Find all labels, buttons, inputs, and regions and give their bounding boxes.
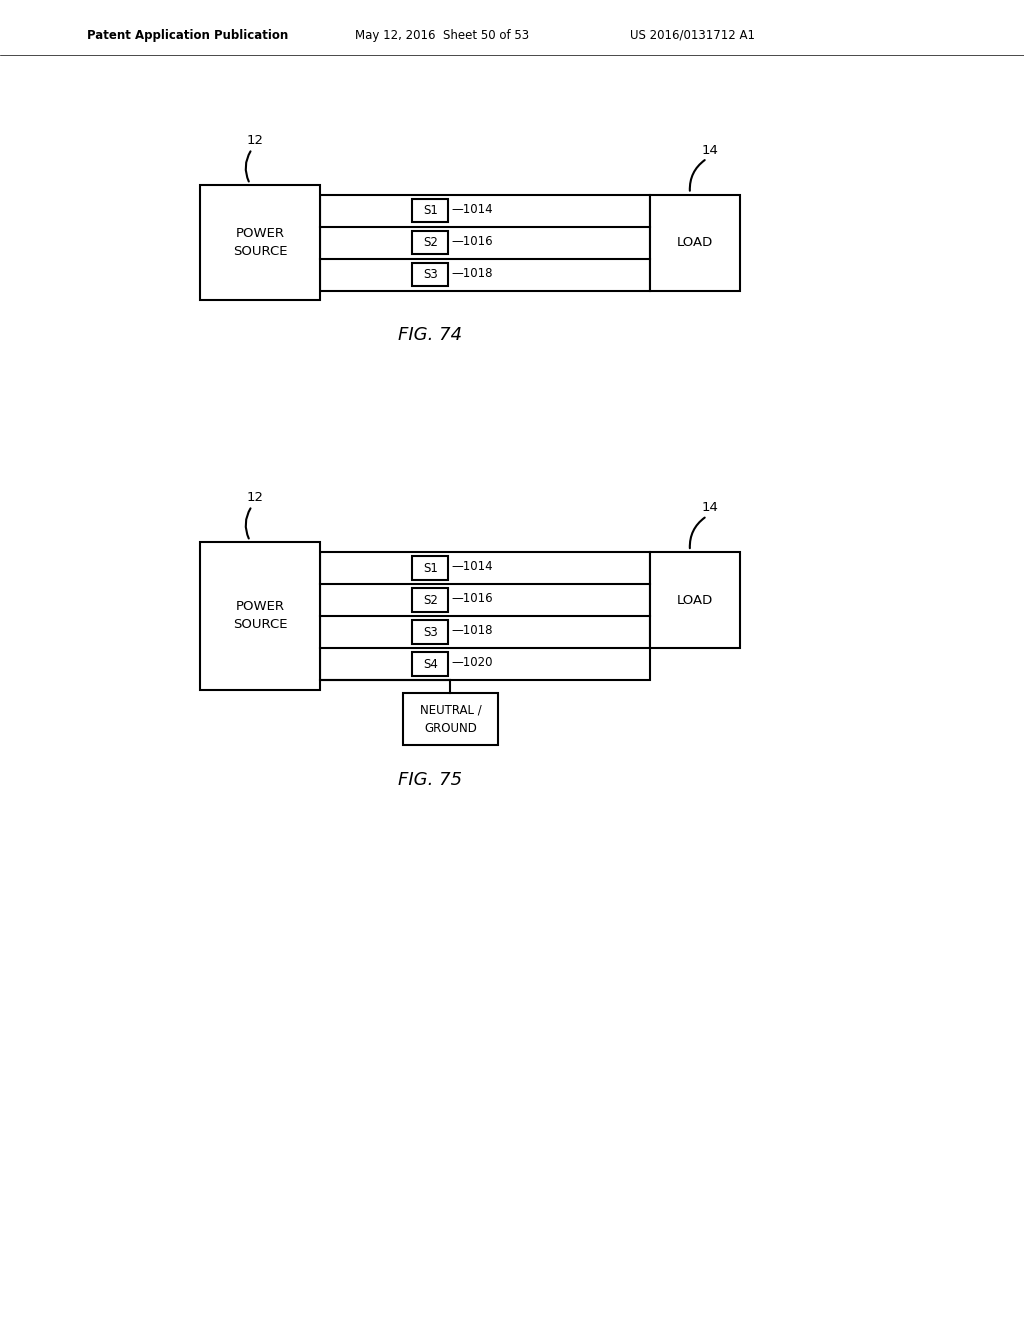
Bar [650, 194, 740, 290]
Text: US 2016/0131712 A1: US 2016/0131712 A1 [630, 29, 755, 41]
Bar [413, 589, 449, 611]
Text: —1014: —1014 [452, 203, 493, 216]
Text: May 12, 2016  Sheet 50 of 53: May 12, 2016 Sheet 50 of 53 [355, 29, 529, 41]
Text: S3: S3 [423, 626, 438, 639]
Bar [413, 652, 449, 676]
Bar [413, 557, 449, 579]
Text: POWER: POWER [236, 601, 285, 614]
Bar [413, 231, 449, 253]
Bar [413, 263, 449, 286]
Bar [413, 199, 449, 222]
Text: —1018: —1018 [452, 624, 493, 638]
Bar [402, 693, 498, 744]
Text: —1020: —1020 [452, 656, 493, 669]
Text: LOAD: LOAD [677, 236, 713, 249]
Text: S2: S2 [423, 236, 438, 249]
Text: GROUND: GROUND [424, 722, 477, 734]
Text: —1016: —1016 [452, 593, 493, 606]
Text: 12: 12 [247, 491, 263, 504]
Text: FIG. 75: FIG. 75 [398, 771, 462, 789]
Text: 12: 12 [247, 135, 263, 147]
Bar [200, 543, 319, 690]
Bar [413, 620, 449, 644]
Text: —1014: —1014 [452, 561, 493, 573]
Text: S1: S1 [423, 561, 438, 574]
Text: SOURCE: SOURCE [232, 246, 288, 257]
Text: LOAD: LOAD [677, 594, 713, 606]
Bar [200, 185, 319, 300]
Bar [650, 552, 740, 648]
Text: S3: S3 [423, 268, 438, 281]
Text: —1016: —1016 [452, 235, 493, 248]
Text: POWER: POWER [236, 227, 285, 240]
Text: S1: S1 [423, 205, 438, 216]
Text: 14: 14 [701, 144, 719, 157]
Text: S2: S2 [423, 594, 438, 606]
Text: SOURCE: SOURCE [232, 619, 288, 631]
Text: FIG. 74: FIG. 74 [398, 326, 462, 345]
Text: 14: 14 [701, 502, 719, 513]
Text: —1018: —1018 [452, 267, 493, 280]
Bar [319, 194, 650, 290]
Text: Patent Application Publication: Patent Application Publication [87, 29, 288, 41]
Bar [319, 552, 650, 680]
Text: NEUTRAL /: NEUTRAL / [420, 704, 481, 717]
Text: S4: S4 [423, 657, 438, 671]
